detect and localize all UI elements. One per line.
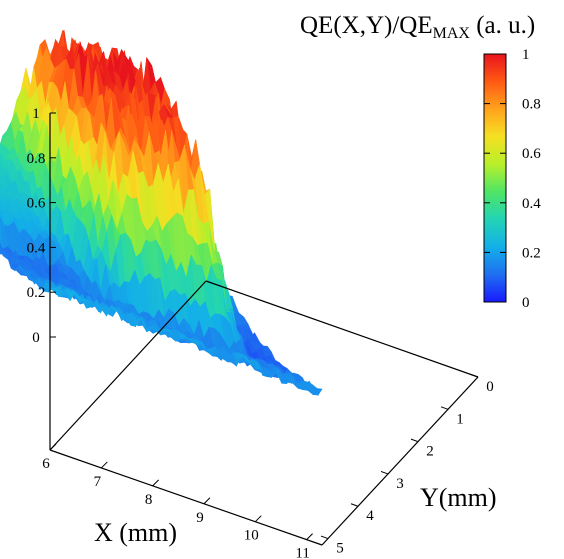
x-tick-mark bbox=[203, 497, 211, 505]
x-tick-mark bbox=[306, 533, 313, 540]
x-tick-label: 7 bbox=[94, 474, 102, 490]
x-tick-label: 10 bbox=[244, 528, 259, 544]
colorbar-tick-label: 0.4 bbox=[522, 196, 541, 212]
x-axis-title: X (mm) bbox=[94, 518, 177, 547]
colorbar-tick-label: 0.8 bbox=[522, 97, 541, 113]
y-axis-line bbox=[321, 376, 479, 546]
x-tick-label: 6 bbox=[42, 456, 50, 472]
y-tick-label: 5 bbox=[336, 541, 344, 557]
z-tick-label: 0.8 bbox=[27, 151, 46, 167]
x-tick-mark bbox=[100, 461, 108, 469]
colorbar-tick-label: 0.2 bbox=[522, 245, 541, 261]
back-x-line bbox=[205, 280, 479, 378]
y-tick-label: 2 bbox=[426, 444, 434, 460]
y-tick-label: 4 bbox=[366, 508, 374, 524]
x-tick-label: 11 bbox=[295, 546, 309, 559]
axis-ticks: 0 0.2 0.4 0.6 0.8 1 6 7 8 9 10 11 0 1 2 3 4 5 bbox=[27, 106, 494, 559]
colorbar-ticks: 0 0.2 0.4 0.6 0.8 1 bbox=[484, 47, 541, 311]
y-tick-mark bbox=[380, 470, 389, 475]
y-tick-mark bbox=[470, 374, 479, 378]
colorbar: QE(X,Y)/QEMAX (a. u.) 0 0.2 0.4 0.6 0.8 1 bbox=[300, 12, 541, 311]
colorbar-tick-label: 0.6 bbox=[522, 146, 541, 162]
y-tick-mark bbox=[320, 535, 329, 540]
colorbar-title-sub: MAX bbox=[433, 25, 471, 42]
y-tick-mark bbox=[350, 503, 359, 507]
z-tick-label: 0.6 bbox=[27, 196, 46, 212]
y-tick-label: 1 bbox=[456, 411, 464, 427]
surface-plot bbox=[0, 30, 323, 396]
x-tick-mark bbox=[49, 443, 57, 451]
z-tick-label: 0 bbox=[32, 330, 40, 346]
colorbar-title-main: QE(X,Y)/QE bbox=[300, 12, 433, 39]
z-tick-label: 0.2 bbox=[27, 285, 46, 301]
colorbar-tick-label: 0 bbox=[522, 295, 530, 311]
back-y-line bbox=[49, 280, 207, 451]
x-axis-line bbox=[49, 449, 323, 546]
colorbar-bar bbox=[483, 53, 507, 303]
x-tick-label: 8 bbox=[145, 492, 153, 508]
axes-frame bbox=[49, 113, 479, 546]
colorbar-title: QE(X,Y)/QEMAX (a. u.) bbox=[300, 12, 535, 42]
z-tick-label: 0.4 bbox=[27, 240, 46, 256]
y-tick-mark bbox=[410, 438, 419, 443]
y-tick-label: 3 bbox=[396, 476, 404, 492]
y-tick-label: 0 bbox=[486, 379, 494, 395]
x-tick-mark bbox=[152, 479, 159, 487]
z-tick-label: 1 bbox=[32, 106, 40, 122]
y-axis-title: Y(mm) bbox=[420, 483, 497, 512]
x-tick-label: 9 bbox=[196, 510, 204, 526]
colorbar-title-tail: (a. u.) bbox=[470, 12, 535, 39]
colorbar-tick-label: 1 bbox=[522, 47, 530, 63]
x-tick-mark bbox=[254, 515, 262, 523]
y-tick-mark bbox=[440, 406, 449, 410]
